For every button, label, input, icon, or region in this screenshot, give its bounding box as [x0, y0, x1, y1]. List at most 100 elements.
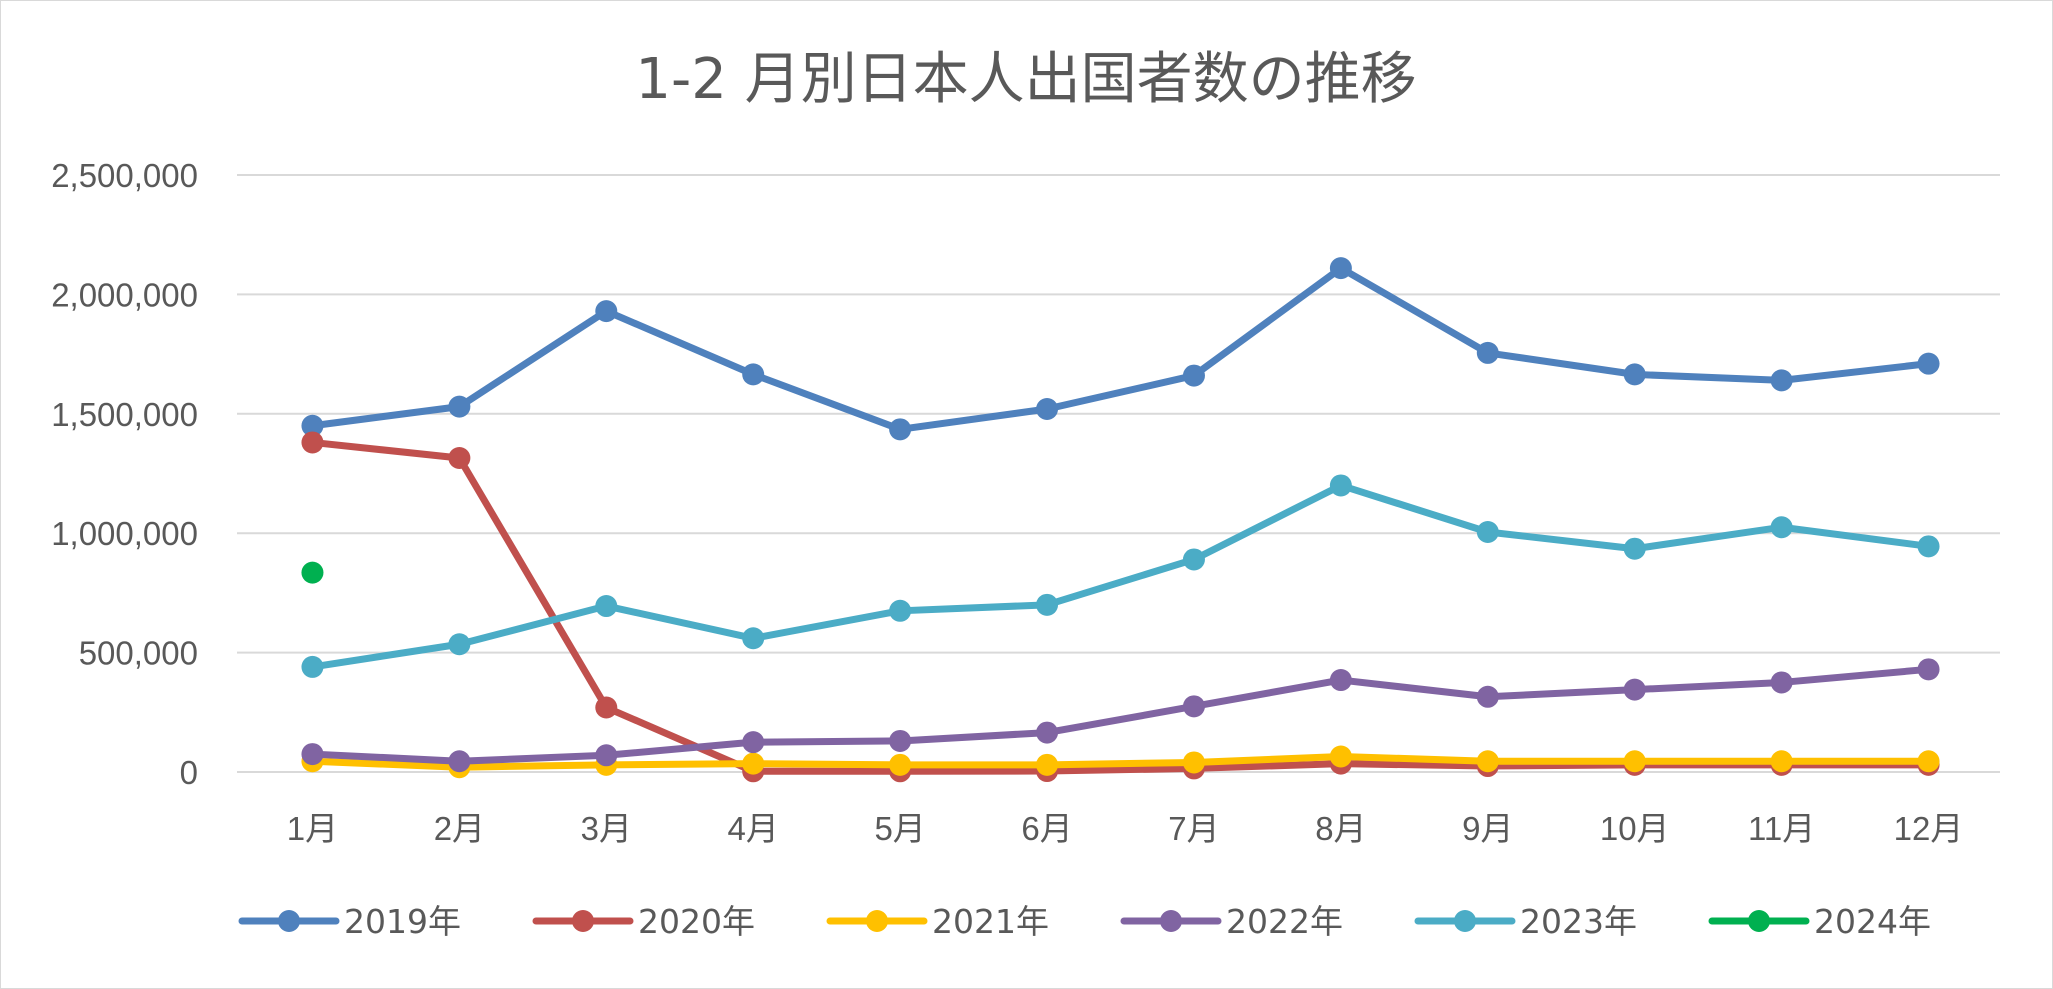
data-point	[1476, 521, 1499, 544]
series-2020年	[301, 431, 1940, 783]
data-point	[1329, 257, 1352, 280]
data-point	[1329, 474, 1352, 497]
legend-label: 2019年	[344, 902, 461, 941]
x-tick-label: 10月	[1600, 810, 1670, 847]
data-point	[1623, 537, 1646, 560]
data-point	[301, 561, 324, 584]
data-point	[1182, 548, 1205, 571]
data-point	[889, 753, 912, 776]
data-point	[1036, 721, 1059, 744]
x-tick-label: 11月	[1748, 810, 1815, 847]
series-line	[308, 438, 1933, 775]
y-tick-label: 500,000	[79, 635, 198, 672]
legend-swatch-marker	[278, 910, 300, 932]
y-axis-ticks: 0 500,000 1,000,000 1,500,000 2,000,000 2,500…	[51, 157, 198, 791]
series-2023年	[301, 474, 1940, 678]
data-point	[1476, 341, 1499, 364]
data-point	[1770, 750, 1793, 773]
data-point	[1917, 535, 1940, 558]
gridlines	[237, 174, 2000, 773]
data-point	[301, 414, 324, 437]
data-point	[1036, 593, 1059, 616]
legend-label: 2022年	[1226, 902, 1343, 941]
data-point	[1036, 753, 1059, 776]
legend-swatch-marker	[1454, 910, 1476, 932]
chart-title: 1-2 月別日本人出国者数の推移	[635, 47, 1416, 112]
x-tick-label: 9月	[1462, 810, 1513, 847]
data-point	[595, 595, 618, 618]
data-point	[595, 744, 618, 767]
x-tick-label: 2月	[434, 810, 485, 847]
data-point	[1623, 678, 1646, 701]
series-line	[308, 665, 1933, 765]
data-point	[1182, 364, 1205, 387]
data-point	[1623, 363, 1646, 386]
data-point	[448, 750, 471, 773]
series-2019年	[301, 257, 1940, 441]
legend: 2019年 2020年 2021年 2022年 2023年 2024年	[238, 902, 1931, 941]
data-point	[1917, 352, 1940, 375]
data-point	[1770, 369, 1793, 392]
legend-swatch-marker	[1748, 910, 1770, 932]
data-point	[301, 431, 324, 454]
data-point	[889, 599, 912, 622]
data-point	[742, 627, 765, 650]
data-point	[448, 633, 471, 656]
data-point	[595, 696, 618, 719]
series-line	[308, 752, 1933, 771]
data-point	[889, 418, 912, 441]
legend-swatch-marker	[866, 910, 888, 932]
data-point	[1476, 750, 1499, 773]
series-2021年	[301, 745, 1940, 779]
y-tick-label: 1,000,000	[51, 515, 198, 552]
data-point	[1770, 671, 1793, 694]
legend-item: 2021年	[826, 902, 1049, 941]
data-point	[301, 655, 324, 678]
legend-item: 2023年	[1414, 902, 1637, 941]
x-tick-label: 3月	[581, 810, 632, 847]
legend-item: 2019年	[238, 902, 461, 941]
data-point	[1182, 695, 1205, 718]
data-point	[1770, 516, 1793, 539]
series-line	[308, 481, 1933, 671]
data-point	[448, 446, 471, 469]
legend-swatch-marker	[572, 910, 594, 932]
legend-item: 2020年	[532, 902, 755, 941]
x-tick-label: 4月	[728, 810, 779, 847]
x-tick-label: 6月	[1021, 810, 1072, 847]
data-point	[1329, 669, 1352, 692]
x-tick-label: 8月	[1315, 810, 1366, 847]
y-tick-label: 0	[180, 754, 198, 791]
data-point	[742, 752, 765, 775]
legend-label: 2020年	[638, 902, 755, 941]
x-tick-label: 5月	[874, 810, 925, 847]
y-tick-label: 2,000,000	[51, 276, 198, 313]
series-2022年	[301, 658, 1940, 773]
data-point	[301, 743, 324, 766]
y-tick-label: 2,500,000	[51, 157, 198, 194]
data-point	[448, 395, 471, 418]
data-point	[1182, 751, 1205, 774]
x-axis-ticks: 1月 2月 3月 4月 5月 6月 7月 8月 9月 10月 11月 12月	[287, 810, 1964, 847]
data-point	[742, 363, 765, 386]
data-point	[742, 731, 765, 754]
legend-label: 2024年	[1814, 902, 1931, 941]
y-tick-label: 1,500,000	[51, 396, 198, 433]
legend-label: 2021年	[932, 902, 1049, 941]
data-point	[1623, 750, 1646, 773]
data-point	[1329, 745, 1352, 768]
legend-item: 2022年	[1120, 902, 1343, 941]
data-point	[1476, 685, 1499, 708]
data-point	[1036, 398, 1059, 421]
data-point	[1917, 658, 1940, 681]
legend-swatch-marker	[1160, 910, 1182, 932]
data-point	[889, 729, 912, 752]
x-tick-label: 7月	[1168, 810, 1219, 847]
data-point	[595, 300, 618, 323]
series-2024年	[301, 561, 324, 584]
x-tick-label: 12月	[1894, 810, 1964, 847]
legend-label: 2023年	[1520, 902, 1637, 941]
series-group	[301, 257, 1940, 783]
